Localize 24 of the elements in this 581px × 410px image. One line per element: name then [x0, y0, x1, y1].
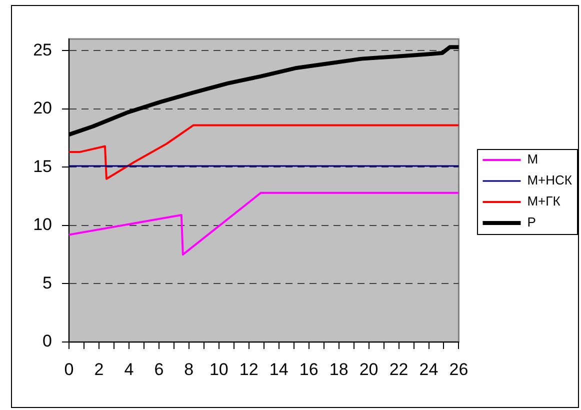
legend-label: М+НСК	[527, 172, 572, 188]
legend-label: М+ГК	[527, 194, 561, 209]
y-tick-label: 10	[33, 215, 52, 234]
x-tick-label: 6	[154, 360, 164, 379]
x-tick-label: 8	[184, 360, 194, 379]
x-tick-label: 16	[299, 360, 318, 379]
y-tick-label: 15	[33, 156, 52, 176]
legend-label: М	[527, 152, 538, 167]
y-tick-label: 5	[42, 273, 52, 292]
legend-label: Р	[527, 214, 536, 230]
y-tick-label: 20	[33, 98, 52, 118]
x-tick-label: 18	[329, 360, 348, 379]
x-tick-label: 12	[239, 360, 258, 379]
y-tick-label: 0	[42, 332, 52, 351]
x-tick-label: 26	[449, 360, 468, 379]
x-tick-label: 2	[94, 360, 104, 379]
x-tick-label: 14	[269, 360, 288, 379]
x-tick-label: 22	[389, 360, 408, 379]
x-tick-label: 4	[124, 360, 134, 379]
y-tick-label: 25	[33, 40, 52, 60]
x-tick-label: 24	[419, 360, 438, 379]
x-tick-label: 0	[64, 360, 74, 379]
x-tick-label: 10	[209, 360, 228, 379]
x-tick-label: 20	[359, 360, 378, 379]
